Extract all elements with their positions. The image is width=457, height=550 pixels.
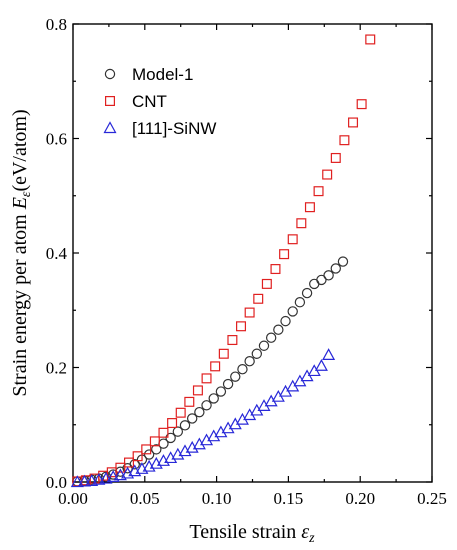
data-point	[227, 335, 238, 346]
data-point	[251, 348, 263, 359]
x-axis-ticks: 0.00 0.05 0.10 0.15 0.20 0.25	[58, 24, 447, 508]
legend: Model-1 CNT [111]-SiNW	[103, 65, 216, 138]
y-tick-label: 0.4	[46, 244, 68, 263]
series-2	[70, 348, 336, 488]
data-point	[365, 34, 376, 45]
series-1	[72, 34, 376, 487]
data-point	[323, 270, 334, 281]
series-0	[72, 256, 349, 487]
data-point	[218, 348, 229, 359]
y-tick-label: 0.0	[46, 473, 67, 492]
legend-label: CNT	[132, 92, 167, 111]
legend-marker	[104, 68, 116, 80]
data-point	[106, 470, 120, 482]
x-tick-label: 0.20	[345, 489, 375, 508]
data-point	[113, 468, 127, 481]
data-point	[294, 297, 306, 308]
data-point	[244, 307, 255, 318]
data-point	[356, 99, 367, 110]
x-tick-label: 0.10	[202, 489, 232, 508]
data-point	[244, 356, 255, 367]
data-point	[237, 364, 248, 375]
data-point	[194, 406, 205, 418]
data-point	[85, 474, 99, 486]
data-point	[287, 234, 298, 245]
legend-label: [111]-SiNW	[132, 119, 216, 138]
data-point	[175, 407, 186, 418]
data-point	[273, 324, 284, 335]
data-point	[287, 306, 298, 317]
legend-marker	[103, 121, 117, 134]
data-point	[115, 462, 126, 473]
series-layer	[70, 34, 376, 488]
x-tick-label: 0.15	[274, 489, 304, 508]
data-point	[261, 278, 272, 289]
data-point	[99, 471, 113, 484]
data-point	[192, 385, 203, 396]
data-point	[322, 348, 336, 361]
data-point	[201, 400, 212, 411]
data-point	[279, 249, 290, 260]
x-axis-title: Tensile strain εz	[189, 521, 315, 546]
data-point	[92, 472, 106, 485]
data-point	[339, 135, 350, 146]
data-point	[149, 436, 160, 447]
data-point	[172, 426, 184, 437]
data-point	[141, 444, 152, 455]
data-point	[265, 332, 277, 343]
data-point	[165, 432, 176, 444]
data-point	[208, 393, 219, 404]
data-point	[348, 117, 359, 128]
data-point	[124, 457, 135, 468]
data-point	[322, 169, 333, 180]
y-axis-ticks: 0.0 0.2 0.4 0.6 0.8	[46, 15, 432, 492]
data-point	[330, 263, 341, 274]
data-point	[304, 202, 315, 213]
y-tick-label: 0.2	[46, 359, 67, 378]
data-point	[210, 361, 221, 372]
data-point	[129, 459, 140, 470]
x-tick-label: 0.05	[130, 489, 160, 508]
data-point	[301, 287, 313, 299]
data-point	[313, 186, 324, 197]
legend-marker	[104, 95, 115, 106]
data-point	[158, 427, 169, 438]
data-point	[222, 378, 234, 390]
x-tick-label: 0.00	[58, 489, 88, 508]
data-point	[230, 371, 241, 382]
y-tick-label: 0.8	[46, 15, 67, 34]
x-tick-label: 0.25	[417, 489, 447, 508]
data-point	[167, 418, 178, 429]
y-tick-label: 0.6	[46, 130, 67, 149]
data-point	[70, 475, 84, 488]
data-point	[179, 420, 191, 431]
data-point	[258, 340, 270, 351]
data-point	[236, 321, 247, 332]
data-point	[151, 444, 162, 455]
data-point	[143, 449, 155, 460]
data-point	[215, 386, 227, 397]
data-point	[330, 152, 341, 163]
data-point	[316, 274, 327, 286]
data-point	[296, 218, 307, 229]
data-point	[77, 474, 92, 487]
data-point	[184, 396, 195, 407]
data-point	[280, 315, 291, 327]
legend-label: Model-1	[132, 65, 193, 84]
data-point	[253, 293, 264, 304]
data-point	[186, 413, 198, 424]
data-point	[201, 373, 212, 384]
data-point	[314, 359, 328, 371]
data-point	[132, 451, 143, 462]
data-point	[337, 256, 349, 267]
data-point	[270, 264, 281, 275]
y-axis-title: Strain energy per atom Eε(eV/atom)	[9, 109, 34, 396]
